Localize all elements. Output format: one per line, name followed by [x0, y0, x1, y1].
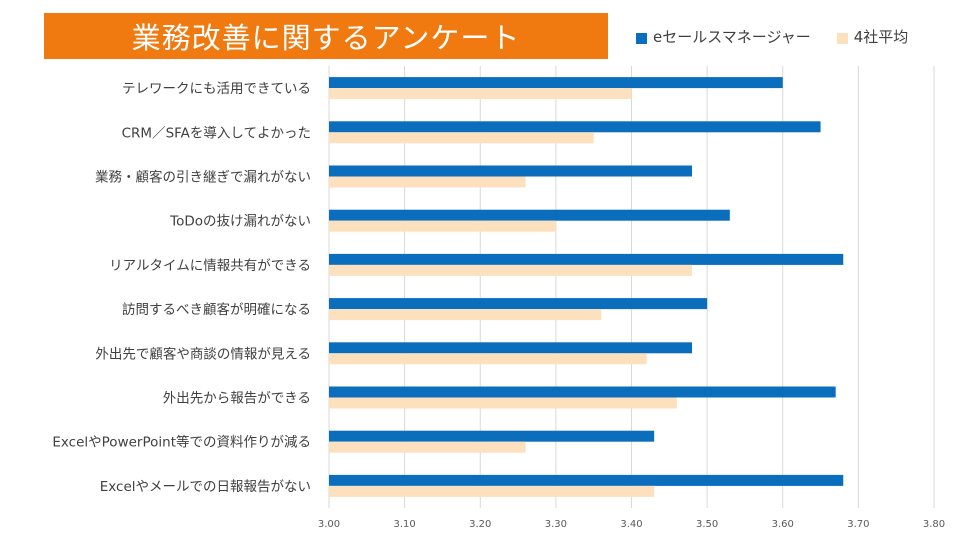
bar-series-2: [329, 397, 677, 409]
category-label: リアルタイムに情報共有ができる: [109, 258, 311, 274]
bar-series-2: [329, 264, 692, 276]
bar-series-2: [329, 88, 632, 100]
bar-series-1: [329, 430, 655, 442]
bar-series-2: [329, 309, 602, 321]
legend-item-series-2: 4社平均: [836, 26, 909, 47]
x-tick-label: 3.10: [393, 519, 415, 530]
x-tick-label: 3.40: [620, 519, 642, 530]
category-label: ToDoの抜け漏れがない: [169, 214, 311, 230]
category-label: 訪問するべき顧客が明確になる: [122, 301, 311, 318]
legend-label-series-2: 4社平均: [853, 28, 909, 46]
x-tick-label: 3.80: [923, 519, 945, 530]
bar-series-1: [329, 253, 844, 265]
bar-series-2: [329, 176, 526, 188]
bar-series-2: [329, 485, 655, 497]
bar-series-1: [329, 474, 844, 486]
title-banner: 業務改善に関するアンケート: [44, 13, 608, 59]
category-label: 業務・顧客の引き継ぎで漏れがない: [95, 169, 311, 186]
bar-series-1: [329, 386, 836, 398]
bar-series-1: [329, 298, 708, 310]
category-label: 外出先から報告ができる: [163, 391, 311, 407]
x-tick-label: 3.00: [318, 519, 340, 530]
bar-series-1: [329, 121, 821, 133]
legend-item-series-1: eセールスマネージャー: [636, 26, 811, 47]
legend-label-series-1: eセールスマネージャー: [653, 28, 811, 46]
bar-series-1: [329, 77, 783, 89]
bar-series-2: [329, 132, 594, 144]
legend: eセールスマネージャー 4社平均: [636, 26, 934, 47]
bar-series-1: [329, 209, 730, 221]
bar-series-2: [329, 441, 526, 453]
chart-title: 業務改善に関するアンケート: [131, 21, 521, 55]
legend-swatch-series-2: [836, 32, 848, 44]
legend-swatch-series-1: [636, 32, 647, 44]
category-label: ExcelやPowerPoint等での資料作りが減る: [52, 434, 311, 451]
bar-series-2: [329, 353, 647, 365]
x-tick-label: 3.70: [847, 519, 869, 530]
category-label: Excelやメールでの日報報告がない: [100, 479, 311, 495]
category-label: テレワークにも活用できている: [122, 81, 311, 97]
x-tick-label: 3.30: [545, 519, 567, 530]
category-label: 外出先で顧客や商談の情報が見える: [95, 345, 311, 362]
bar-series-1: [329, 165, 692, 177]
x-tick-label: 3.50: [696, 519, 718, 530]
bar-series-1: [329, 342, 692, 354]
x-tick-label: 3.60: [772, 519, 794, 530]
x-tick-label: 3.20: [469, 519, 491, 530]
bar-series-2: [329, 220, 556, 232]
category-label: CRM／SFAを導入してよかった: [122, 125, 311, 141]
